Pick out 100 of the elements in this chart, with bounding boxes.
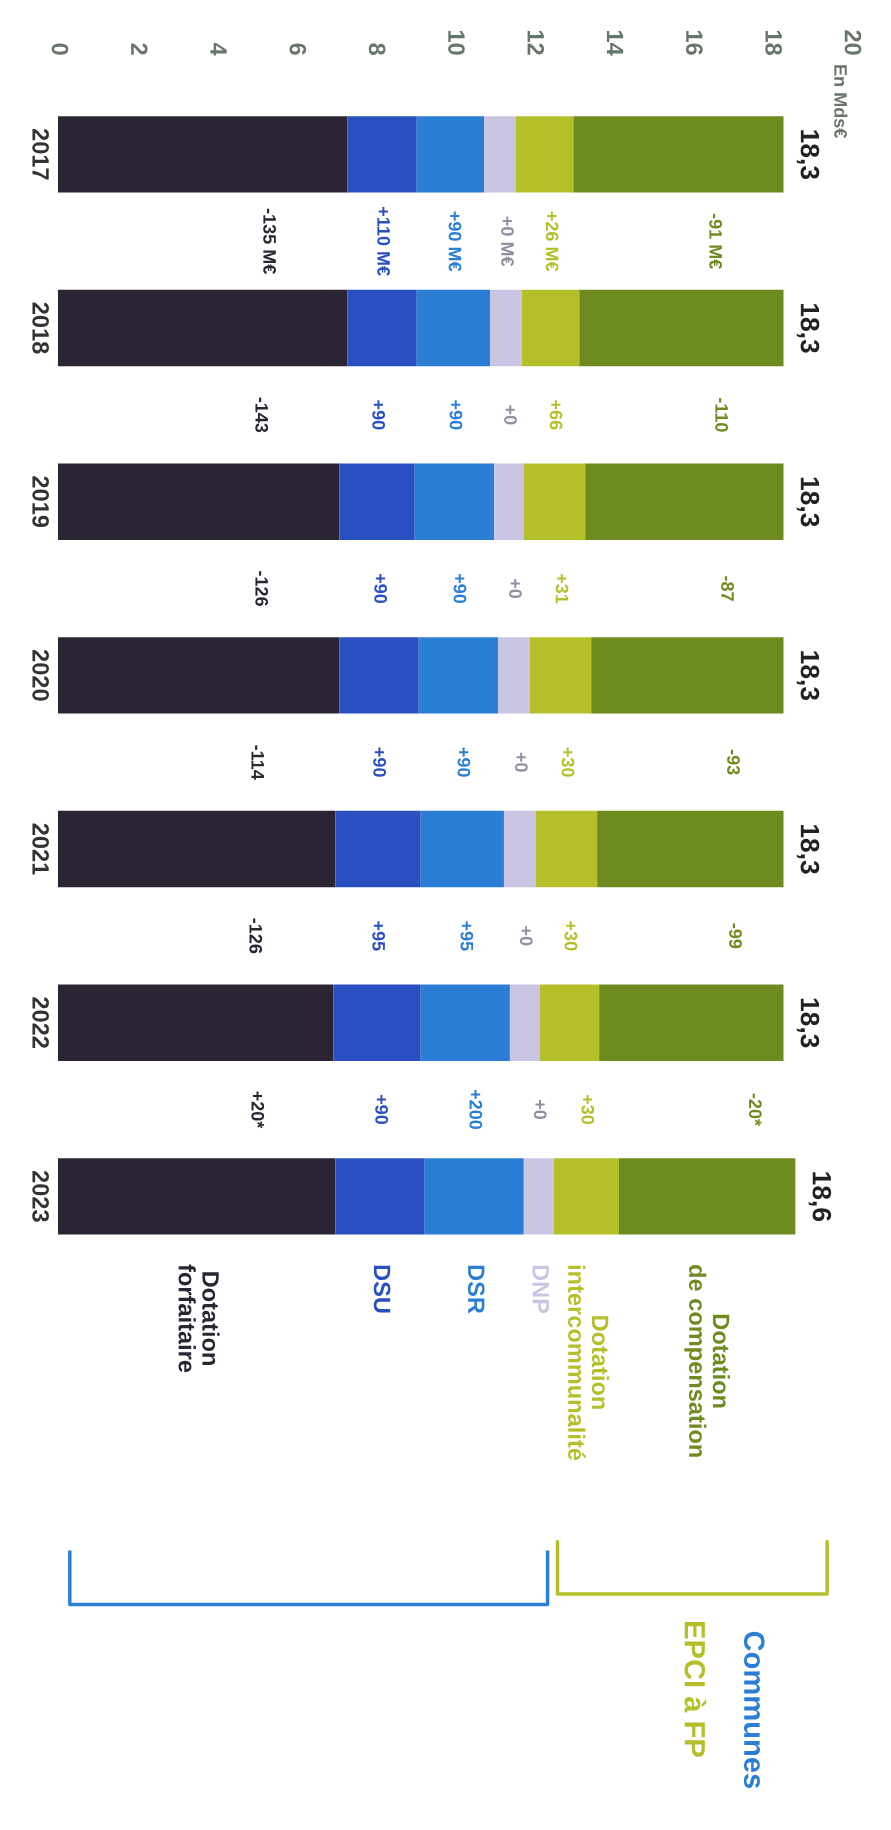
annotation: +31 <box>555 573 569 604</box>
annotation: -20* <box>748 1093 762 1127</box>
bar <box>597 810 784 888</box>
bar <box>591 637 784 714</box>
bar <box>490 289 522 367</box>
total-label: 18,3 <box>796 824 820 874</box>
bar <box>57 463 340 540</box>
bar <box>57 984 334 1061</box>
bar <box>57 637 340 714</box>
text: DNP <box>532 1265 549 1314</box>
bar <box>57 1158 336 1235</box>
bar <box>599 984 784 1061</box>
annotation: +26 M€ <box>545 211 559 272</box>
annotation: +90 <box>375 1094 389 1125</box>
bar <box>420 810 504 888</box>
bar <box>339 637 419 714</box>
annotation: +90 <box>457 747 471 777</box>
bar <box>523 1158 554 1235</box>
bar <box>484 116 516 193</box>
total-label: 18,3 <box>796 998 820 1048</box>
bar <box>618 1158 796 1235</box>
y-tick-label: 2022 <box>32 997 49 1048</box>
annotation: +0 <box>514 752 528 772</box>
annotation: +30 <box>561 747 575 777</box>
bar <box>503 810 536 888</box>
bar <box>420 984 510 1061</box>
bar <box>535 810 598 888</box>
bar <box>333 984 421 1061</box>
total-label: 18,3 <box>796 477 820 527</box>
x-tick-label: 20 <box>844 30 862 55</box>
annotation: -91 M€ <box>709 213 723 269</box>
text: Dotation forfaitaire <box>178 1264 220 1373</box>
annotation: +0 <box>533 1099 547 1120</box>
annotation: +95 <box>460 921 474 951</box>
x-tick-label: 8 <box>368 43 386 55</box>
total-label: 18,3 <box>796 130 820 180</box>
bar <box>347 116 417 193</box>
bar <box>579 289 784 367</box>
bar <box>414 463 495 540</box>
y-tick-label: 2018 <box>32 302 49 354</box>
bar <box>335 810 421 888</box>
annotation: +90 <box>374 573 388 604</box>
x-tick-label: 2 <box>131 43 148 55</box>
bar <box>416 289 491 367</box>
annotation: +0 <box>504 405 517 425</box>
annotation: -126 <box>249 918 263 954</box>
bar <box>515 116 574 193</box>
text: DSR <box>467 1265 485 1314</box>
bar <box>57 810 336 888</box>
y-tick-label: 2017 <box>32 128 49 180</box>
annotation: +30 <box>581 1094 595 1125</box>
annotation: En Mds€ <box>834 65 848 138</box>
annotation: -93 <box>727 749 740 775</box>
bar <box>585 463 784 540</box>
annotation: +95 <box>372 921 386 951</box>
bar <box>509 984 540 1061</box>
annotation: -114 <box>251 745 264 780</box>
bar <box>529 637 592 714</box>
bar <box>494 463 524 540</box>
bar <box>498 637 530 714</box>
bar <box>418 637 499 714</box>
bar <box>339 463 415 540</box>
annotation: +90 M€ <box>448 211 462 272</box>
annotation: -87 <box>721 576 734 601</box>
annotation: +90 <box>372 400 386 430</box>
bar <box>57 116 348 193</box>
x-tick-label: 18 <box>765 30 782 55</box>
text: Dotation intercommunalité <box>568 1265 610 1461</box>
total-label: 18,3 <box>796 651 820 701</box>
annotation: +90 <box>453 573 467 604</box>
annotation: +30 <box>564 921 578 951</box>
x-tick-label: 0 <box>51 43 69 55</box>
y-tick-label: 2021 <box>32 823 49 875</box>
bar <box>539 984 600 1061</box>
bar <box>523 463 586 540</box>
x-tick-label: 16 <box>685 30 703 55</box>
annotation: -99 <box>729 923 742 949</box>
annotation: -135 M€ <box>263 208 276 274</box>
bar <box>347 289 417 367</box>
x-tick-label: 12 <box>527 30 545 55</box>
text: EPCI à FP <box>684 1622 707 1757</box>
total-label: 18,3 <box>796 304 820 353</box>
annotation: +90 <box>449 400 463 430</box>
annotation: -143 <box>255 397 269 433</box>
text: Dotation de compensation <box>684 1265 731 1457</box>
bar <box>573 116 784 193</box>
text: Communes <box>743 1631 765 1789</box>
annotation: -110 <box>715 397 728 432</box>
bar <box>553 1158 619 1235</box>
annotation: -126 <box>255 571 269 606</box>
bar <box>424 1158 524 1235</box>
text: DSU <box>373 1265 391 1313</box>
annotation: +0 <box>509 578 522 599</box>
y-tick-label: 2020 <box>32 649 49 701</box>
annotation: +0 M€ <box>501 216 514 267</box>
annotation: +90 <box>373 747 387 777</box>
y-tick-label: 2023 <box>32 1170 49 1222</box>
bar <box>521 289 580 367</box>
annotation: +20* <box>251 1091 265 1129</box>
x-tick-label: 10 <box>448 30 465 55</box>
